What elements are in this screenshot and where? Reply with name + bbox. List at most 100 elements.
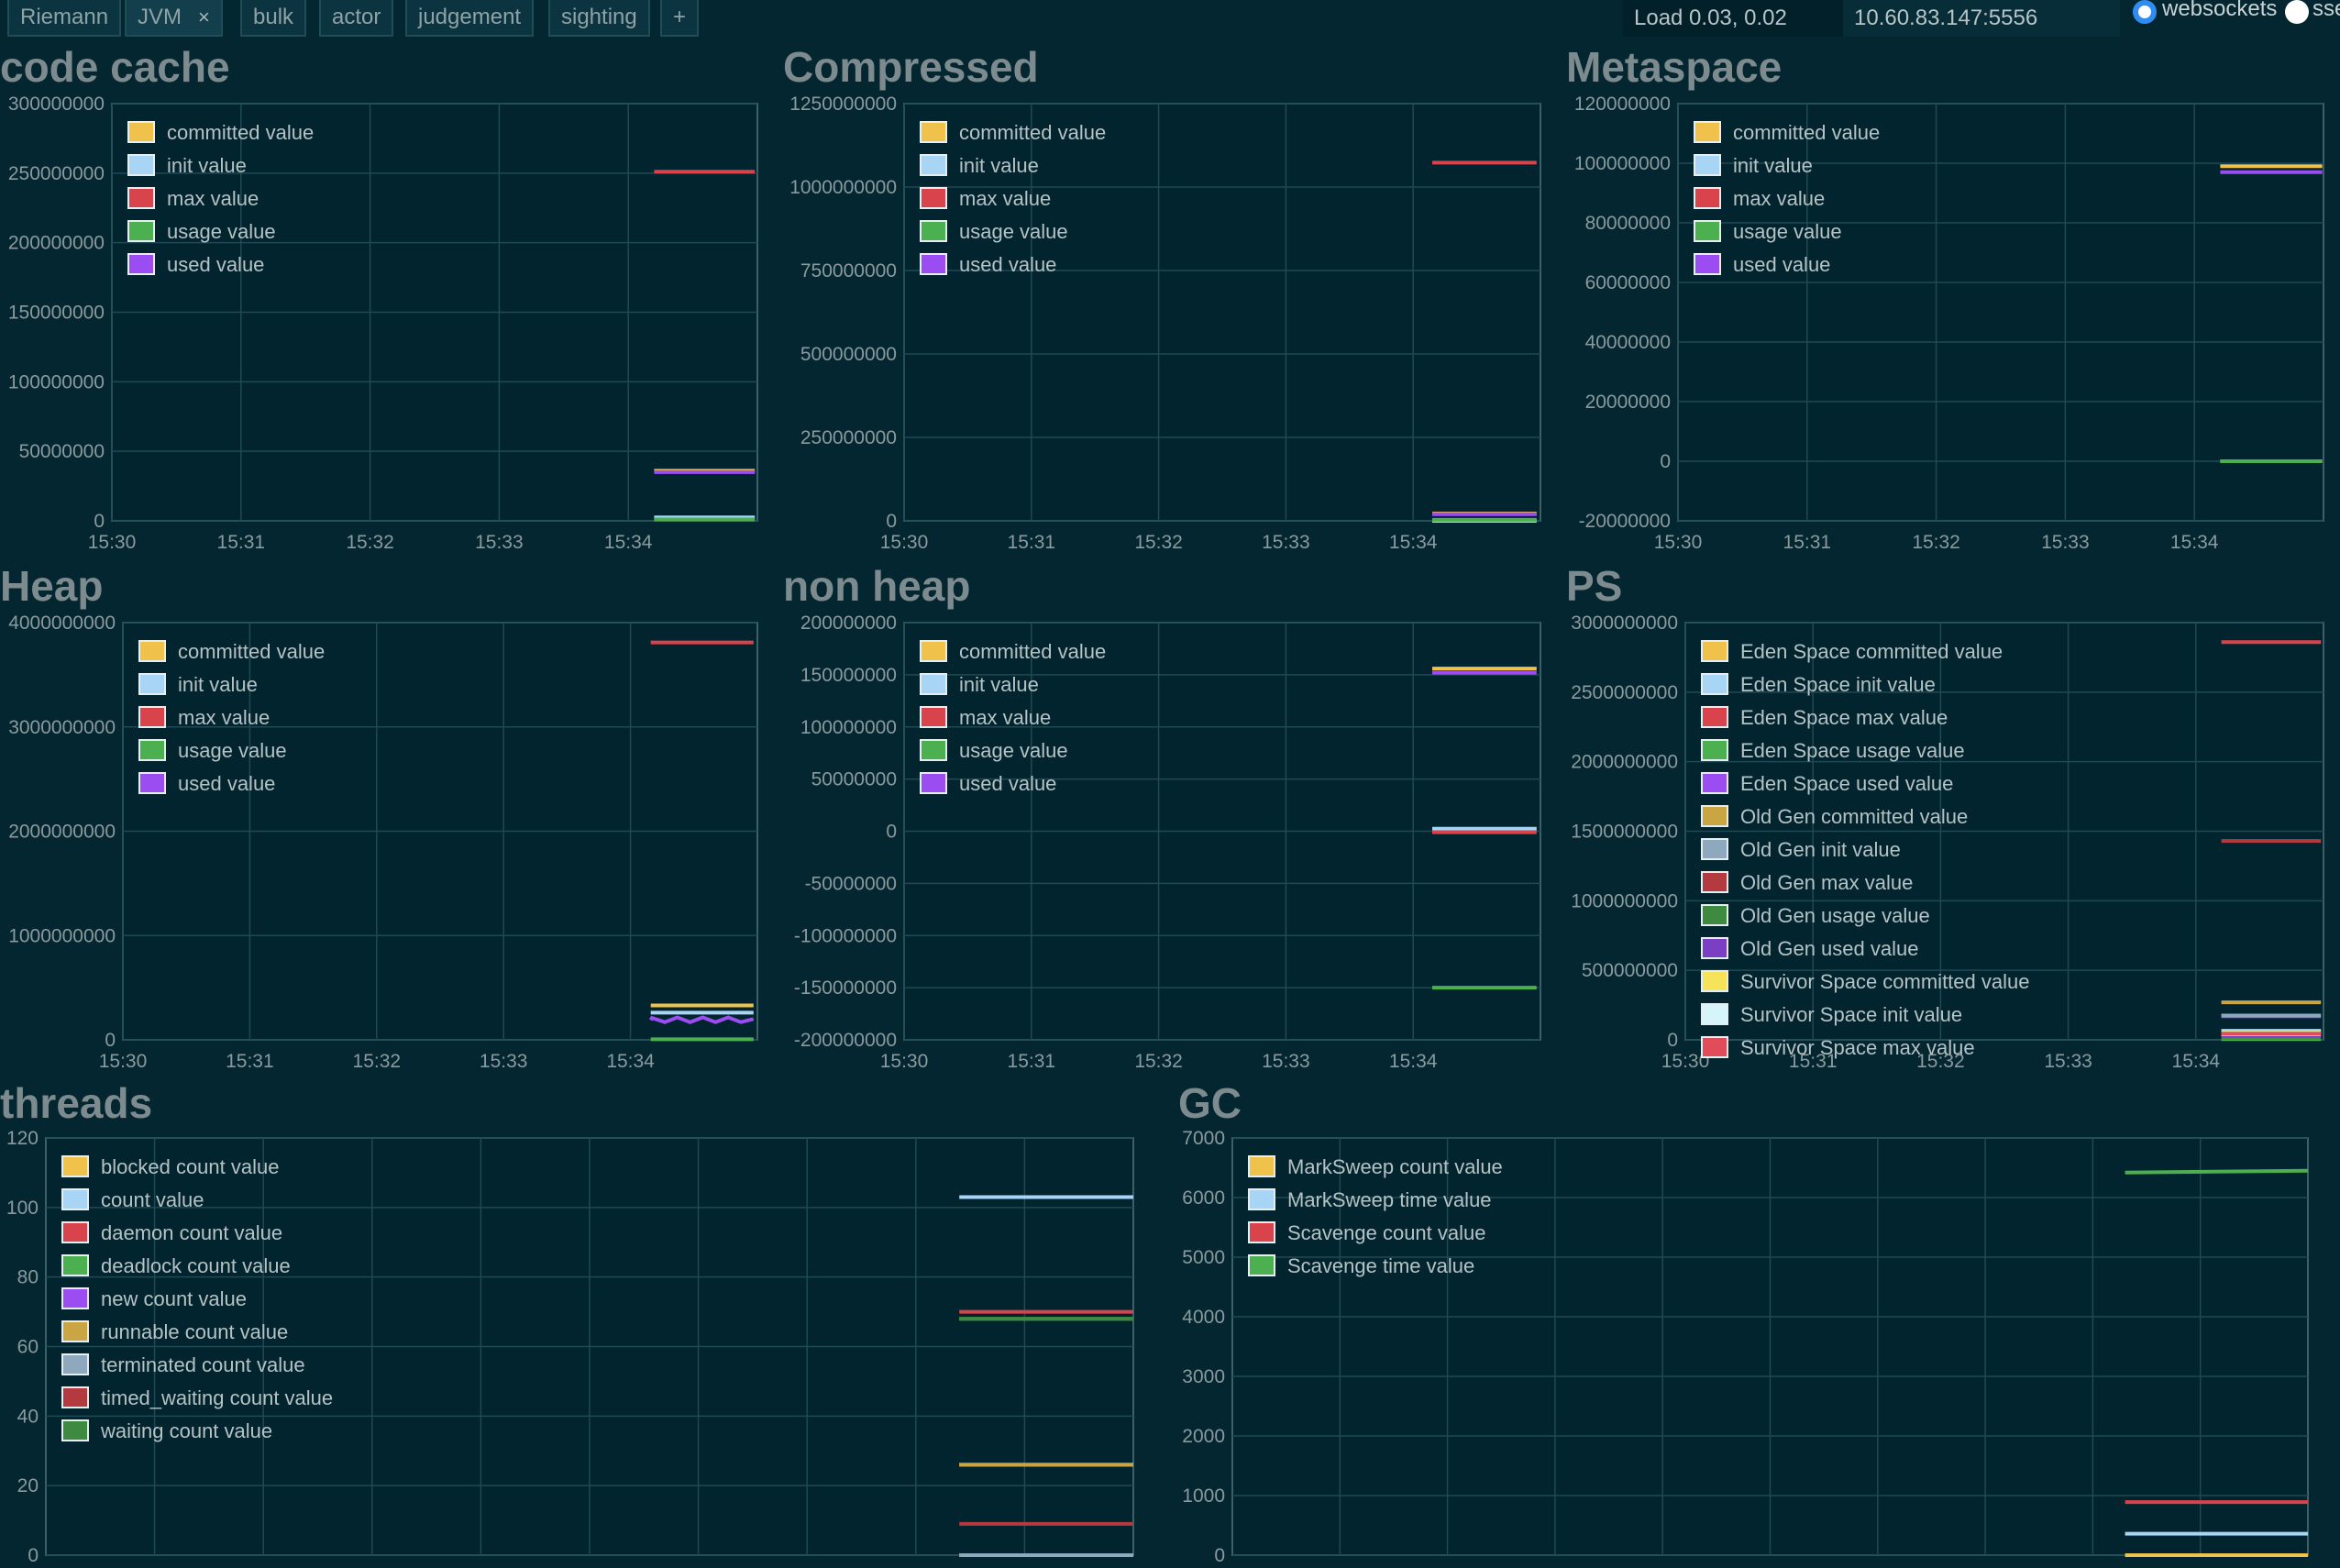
non-heap-chart[interactable]: -200000000 -150000000 -100000000 -50000000 0… <box>783 561 1558 1075</box>
x-tick-label: 15:33 <box>1262 532 1310 553</box>
threads-chart[interactable]: 0 20 40 60 80 100 120 blocked count value count … <box>0 1078 1155 1568</box>
y-tick-label: 50000000 <box>811 769 897 790</box>
tab-label: sighting <box>561 5 637 29</box>
tab-riemann[interactable]: Riemann <box>7 0 122 37</box>
legend-label: committed value <box>959 640 1106 663</box>
server-address-field[interactable]: 10.60.83.147:5556 <box>1843 0 2120 37</box>
y-tick-label: -200000000 <box>794 1030 897 1051</box>
legend-item: max value <box>1694 187 1825 210</box>
legend-swatch <box>920 640 947 662</box>
legend-label: new count value <box>101 1287 247 1310</box>
y-tick-label: 200000000 <box>8 233 105 254</box>
legend-item: runnable count value <box>61 1320 288 1343</box>
x-tick-label: 15:32 <box>1916 1051 1965 1072</box>
legend-label: max value <box>167 187 259 210</box>
legend-label: Eden Space max value <box>1740 706 1948 729</box>
legend-swatch <box>138 673 166 695</box>
legend-swatch <box>138 706 166 728</box>
compressed-chart[interactable]: 0 250000000 500000000 750000000 1000000000 12… <box>783 42 1558 556</box>
y-tick-label: 80000000 <box>1585 213 1671 234</box>
x-tick-label: 15:31 <box>1008 532 1056 553</box>
x-tick-label: 15:33 <box>480 1051 528 1072</box>
metaspace-chart[interactable]: -20000000 0 20000000 40000000 60000000 800000… <box>1566 42 2340 556</box>
ps-chart[interactable]: 0 500000000 1000000000 1500000000 2000000000… <box>1566 561 2340 1075</box>
legend-label: max value <box>959 187 1051 210</box>
add-tab-button[interactable]: + <box>660 0 700 37</box>
legend-swatch <box>61 1155 89 1177</box>
legend-swatch <box>61 1221 89 1243</box>
websockets-radio[interactable] <box>2133 0 2157 24</box>
y-tick-label: -150000000 <box>794 977 897 999</box>
y-tick-label: 500000000 <box>1582 960 1678 981</box>
legend-item: Eden Space used value <box>1701 772 1953 795</box>
x-tick-label: 15:31 <box>226 1051 274 1072</box>
tab-actor[interactable]: actor <box>319 0 394 37</box>
legend-swatch <box>127 220 155 242</box>
legend-label: max value <box>959 706 1051 729</box>
legend-swatch <box>127 121 155 143</box>
legend-label: Eden Space usage value <box>1740 739 1965 762</box>
legend-item: Eden Space init value <box>1701 673 1936 696</box>
plot-area <box>1677 103 2324 522</box>
legend-item: used value <box>127 253 264 276</box>
close-icon[interactable]: × <box>198 6 210 28</box>
y-tick-label: 6000 <box>1182 1187 1225 1209</box>
legend-label: init value <box>959 154 1039 177</box>
legend-item: Survivor Space committed value <box>1701 970 2029 993</box>
y-tick-label: 40 <box>17 1406 39 1427</box>
tab-judgement[interactable]: judgement <box>405 0 535 37</box>
y-tick-label: 250000000 <box>800 427 897 448</box>
sse-radio[interactable] <box>2285 0 2309 24</box>
legend-swatch <box>1248 1254 1275 1276</box>
legend-swatch <box>920 706 947 728</box>
y-tick-label: 1000 <box>1182 1485 1225 1507</box>
x-tick-label: 15:33 <box>2044 1051 2092 1072</box>
y-tick-label: 0 <box>105 1030 116 1051</box>
legend-label: used value <box>1733 253 1830 276</box>
legend-label: used value <box>178 772 275 795</box>
legend-label: Survivor Space init value <box>1740 1003 1962 1026</box>
x-tick-label: 15:31 <box>1789 1051 1838 1072</box>
legend-label: usage value <box>1733 220 1842 243</box>
plus-icon: + <box>673 5 687 29</box>
tab-label: actor <box>332 5 381 29</box>
tab-bulk[interactable]: bulk <box>240 0 307 37</box>
x-tick-label: 15:33 <box>1262 1051 1310 1072</box>
legend-swatch <box>61 1419 89 1441</box>
legend-swatch <box>61 1320 89 1342</box>
tab-sighting[interactable]: sighting <box>548 0 650 37</box>
legend-item: MarkSweep count value <box>1248 1155 1503 1178</box>
legend-label: max value <box>1733 187 1825 210</box>
legend-swatch <box>1701 739 1728 761</box>
legend-swatch <box>1694 121 1721 143</box>
legend-label: Old Gen init value <box>1740 838 1901 861</box>
legend-label: used value <box>959 253 1056 276</box>
x-tick-label: 15:30 <box>99 1051 148 1072</box>
heap-chart[interactable]: 0 1000000000 2000000000 3000000000 400000000… <box>0 561 775 1075</box>
tab-jvm[interactable]: JVM × <box>125 0 223 37</box>
legend-swatch <box>61 1188 89 1210</box>
y-tick-label: 1000000000 <box>789 177 897 198</box>
y-tick-label: 2000000000 <box>8 822 116 843</box>
legend-label: Survivor Space max value <box>1740 1036 1975 1059</box>
legend-swatch <box>138 640 166 662</box>
legend-item: init value <box>920 673 1039 696</box>
legend-swatch <box>1248 1155 1275 1177</box>
legend-item: deadlock count value <box>61 1254 291 1277</box>
legend-swatch <box>1701 1003 1728 1025</box>
code-cache-chart[interactable]: 0 50000000 100000000 150000000 200000000 2500… <box>0 42 775 556</box>
legend-label: usage value <box>959 739 1068 762</box>
legend-label: terminated count value <box>101 1353 305 1376</box>
y-tick-label: 0 <box>1667 1030 1678 1051</box>
y-tick-label: 2500000000 <box>1571 682 1678 703</box>
y-tick-label: 50000000 <box>19 441 105 462</box>
ps-panel: PS 0 500000000 1000000000 1500000000 2000000… <box>1566 561 2340 1075</box>
legend-item: max value <box>127 187 259 210</box>
legend-item: count value <box>61 1188 204 1211</box>
legend-item: Old Gen committed value <box>1701 805 1968 828</box>
x-tick-label: 15:34 <box>2172 1051 2221 1072</box>
compressed-panel: Compressed 0 250000000 500000000 750000000 1… <box>783 42 1558 556</box>
legend-label: waiting count value <box>100 1419 272 1442</box>
gc-chart[interactable]: 0 1000 2000 3000 4000 5000 6000 7000 MarkSweep c… <box>1178 1078 2340 1568</box>
legend-item: Old Gen used value <box>1701 937 1918 960</box>
